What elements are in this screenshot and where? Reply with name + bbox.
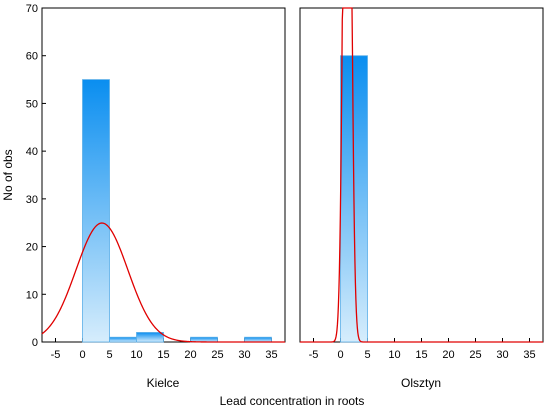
histogram-bar [82,79,110,343]
x-tick-label: 25 [211,349,223,361]
x-tick-label: 10 [130,349,142,361]
y-tick-label: 40 [26,146,38,158]
y-tick-label: 10 [26,289,38,301]
panel-frame-kielce [41,7,286,343]
x-tick-label: 30 [496,349,508,361]
x-tick-label: 20 [184,349,196,361]
y-axis-ticks: 0 10 20 30 40 50 60 70 [26,3,46,349]
x-tick-label: 35 [265,349,277,361]
x-tick-label: 5 [364,349,370,361]
panel-label-kielce: Kielce [147,376,180,390]
y-axis-label: No of obs [1,149,15,200]
x-axis-ticks-olsztyn: -5 0 5 10 15 20 25 30 35 [309,338,536,361]
normal-fit-curve-olsztyn [300,7,543,343]
x-tick-label: -5 [51,349,61,361]
x-tick-label: 25 [469,349,481,361]
histogram-bar [109,336,137,343]
x-tick-label: 10 [388,349,400,361]
y-tick-label: 70 [26,3,38,15]
x-tick-label: 0 [79,349,85,361]
x-tick-label: 30 [238,349,250,361]
x-axis-label: Lead concentration in roots [220,394,365,408]
x-tick-label: 5 [106,349,112,361]
y-tick-label: 30 [26,194,38,206]
panel-kielce: 0 10 20 30 40 50 60 70 -5 0 5 10 15 20 25 30 35 Kielce [26,3,286,390]
x-tick-label: 0 [337,349,343,361]
y-tick-label: 50 [26,98,38,110]
x-tick-label: 15 [415,349,427,361]
x-tick-label: 20 [442,349,454,361]
normal-fit-curve-kielce [41,222,285,343]
y-tick-label: 60 [26,51,38,63]
panel-frame-olsztyn [299,7,544,343]
y-tick-label: 20 [26,242,38,254]
x-tick-label: 15 [157,349,169,361]
x-tick-label: -5 [309,349,319,361]
histogram-bar [136,332,164,343]
bars-kielce [82,79,272,343]
x-tick-label: 35 [523,349,535,361]
panel-olsztyn: -5 0 5 10 15 20 25 30 35 Olsztyn [299,7,544,390]
panel-label-olsztyn: Olsztyn [401,376,441,390]
histogram-bar [244,336,272,343]
y-tick-label: 0 [32,337,38,349]
